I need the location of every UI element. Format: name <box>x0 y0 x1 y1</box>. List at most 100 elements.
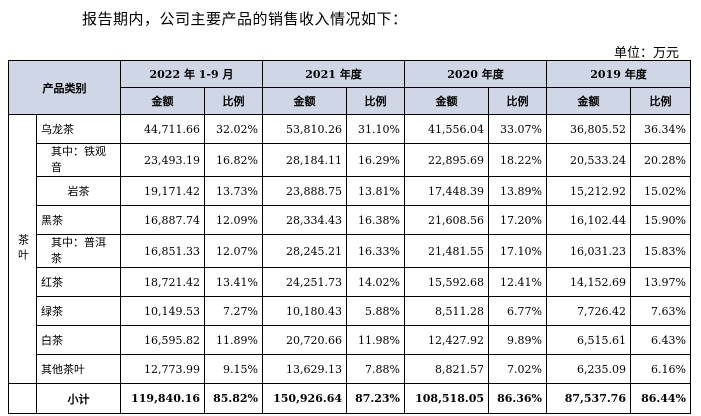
cell: 13.97% <box>630 267 691 297</box>
cell: 31.10% <box>346 114 405 144</box>
cell: 85.82% <box>204 383 263 414</box>
cell: 16,031.23 <box>546 234 631 268</box>
cell: 87.23% <box>346 383 405 414</box>
table-row: 其中：铁观音 23,493.19 16.82% 28,184.11 16.29%… <box>9 143 691 177</box>
header-ratio: 比例 <box>346 87 405 115</box>
table-row: 其中：普洱茶 16,851.33 12.07% 28,245.21 16.33%… <box>9 234 691 268</box>
cell: 7.88% <box>346 354 405 384</box>
cell: 20.28% <box>630 143 691 177</box>
table-row: 红茶 18,721.42 13.41% 24,251.73 14.02% 15,… <box>9 267 691 297</box>
header-amount: 金额 <box>404 87 489 115</box>
cell: 36,805.52 <box>546 114 631 144</box>
cell: 18,721.42 <box>120 267 205 297</box>
cell: 28,245.21 <box>262 234 347 268</box>
cell: 12,427.92 <box>404 325 489 355</box>
cell: 41,556.04 <box>404 114 489 144</box>
row-label: 其中：普洱茶 <box>36 234 121 268</box>
cell: 11.98% <box>346 325 405 355</box>
side-label-tea: 茶叶 <box>8 114 37 384</box>
header-period-2021: 2021 年度 <box>262 60 405 88</box>
header-ratio: 比例 <box>488 87 547 115</box>
cell: 21,608.56 <box>404 205 489 235</box>
unit-label: 单位：万元 <box>613 46 679 61</box>
row-label: 红茶 <box>36 267 121 297</box>
cell: 13.81% <box>346 176 405 206</box>
table-row: 茶叶 乌龙茶 44,711.66 32.02% 53,810.26 31.10%… <box>8 114 691 384</box>
cell: 17.10% <box>488 234 547 268</box>
cell: 20,533.24 <box>546 143 631 177</box>
header-amount: 金额 <box>120 87 205 115</box>
row-label: 绿茶 <box>36 296 121 326</box>
cell: 17.20% <box>488 205 547 235</box>
sales-table: 产品类别 2022 年 1-9 月 2021 年度 2020 年度 2019 年… <box>8 60 691 414</box>
header-amount: 金额 <box>546 87 631 115</box>
cell: 13,629.13 <box>262 354 347 384</box>
cell: 119,840.16 <box>120 383 205 414</box>
cell: 16.82% <box>204 143 263 177</box>
row-label: 岩茶 <box>36 176 121 206</box>
cell: 7.02% <box>488 354 547 384</box>
cell: 8,821.57 <box>404 354 489 384</box>
cell: 19,171.42 <box>120 176 205 206</box>
cell: 86.44% <box>630 383 691 414</box>
cell: 13.73% <box>204 176 263 206</box>
cell: 7,726.42 <box>546 296 631 326</box>
cell: 5.88% <box>346 296 405 326</box>
cell: 36.34% <box>630 114 691 144</box>
cell: 12.41% <box>488 267 547 297</box>
cell: 24,251.73 <box>262 267 347 297</box>
cell: 10,149.53 <box>120 296 205 326</box>
cell: 16,887.74 <box>120 205 205 235</box>
cell: 21,481.55 <box>404 234 489 268</box>
cell: 11.89% <box>204 325 263 355</box>
cell: 12,773.99 <box>120 354 205 384</box>
cell: 15,212.92 <box>546 176 631 206</box>
cell: 16.38% <box>346 205 405 235</box>
cell: 15.90% <box>630 205 691 235</box>
cell: 33.07% <box>488 114 547 144</box>
cell: 10,180.43 <box>262 296 347 326</box>
cell: 87,537.76 <box>546 383 631 414</box>
header-ratio: 比例 <box>204 87 263 115</box>
cell: 28,334.43 <box>262 205 347 235</box>
header-amount: 金额 <box>262 87 347 115</box>
table-row: 白茶 16,595.82 11.89% 20,720.66 11.98% 12,… <box>9 325 691 355</box>
total-label: 小计 <box>36 383 121 414</box>
cell: 18.22% <box>488 143 547 177</box>
table-row: 绿茶 10,149.53 7.27% 10,180.43 5.88% 8,511… <box>9 296 691 326</box>
row-label: 白茶 <box>36 325 121 355</box>
table-row: 其他茶叶 12,773.99 9.15% 13,629.13 7.88% 8,8… <box>9 354 691 384</box>
cell: 16,851.33 <box>120 234 205 268</box>
cell: 22,895.69 <box>404 143 489 177</box>
cell: 28,184.11 <box>262 143 347 177</box>
cell: 6.77% <box>488 296 547 326</box>
cell: 150,926.64 <box>262 383 347 414</box>
cell: 23,888.75 <box>262 176 347 206</box>
cell: 12.07% <box>204 234 263 268</box>
cell: 32.02% <box>204 114 263 144</box>
row-label: 黑茶 <box>36 205 121 235</box>
cell: 13.41% <box>204 267 263 297</box>
cell: 13.89% <box>488 176 547 206</box>
cell: 9.15% <box>204 354 263 384</box>
total-row: 小计 119,840.16 85.82% 150,926.64 87.23% 1… <box>8 383 691 414</box>
header-period-2022: 2022 年 1-9 月 <box>120 60 263 88</box>
cell: 16.33% <box>346 234 405 268</box>
header-ratio: 比例 <box>630 87 691 115</box>
header-period-2019: 2019 年度 <box>546 60 691 88</box>
header-period-2020: 2020 年度 <box>404 60 547 88</box>
total-side-cell <box>8 383 37 414</box>
row-label: 其中：铁观音 <box>36 143 121 177</box>
cell: 23,493.19 <box>120 143 205 177</box>
cell: 16,595.82 <box>120 325 205 355</box>
cell: 108,518.05 <box>404 383 489 414</box>
cell: 53,810.26 <box>262 114 347 144</box>
cell: 6.16% <box>630 354 691 384</box>
cell: 7.63% <box>630 296 691 326</box>
cell: 15.02% <box>630 176 691 206</box>
cell: 86.36% <box>488 383 547 414</box>
row-label: 其他茶叶 <box>36 354 121 384</box>
cell: 6.43% <box>630 325 691 355</box>
cell: 12.09% <box>204 205 263 235</box>
cell: 6,235.09 <box>546 354 631 384</box>
